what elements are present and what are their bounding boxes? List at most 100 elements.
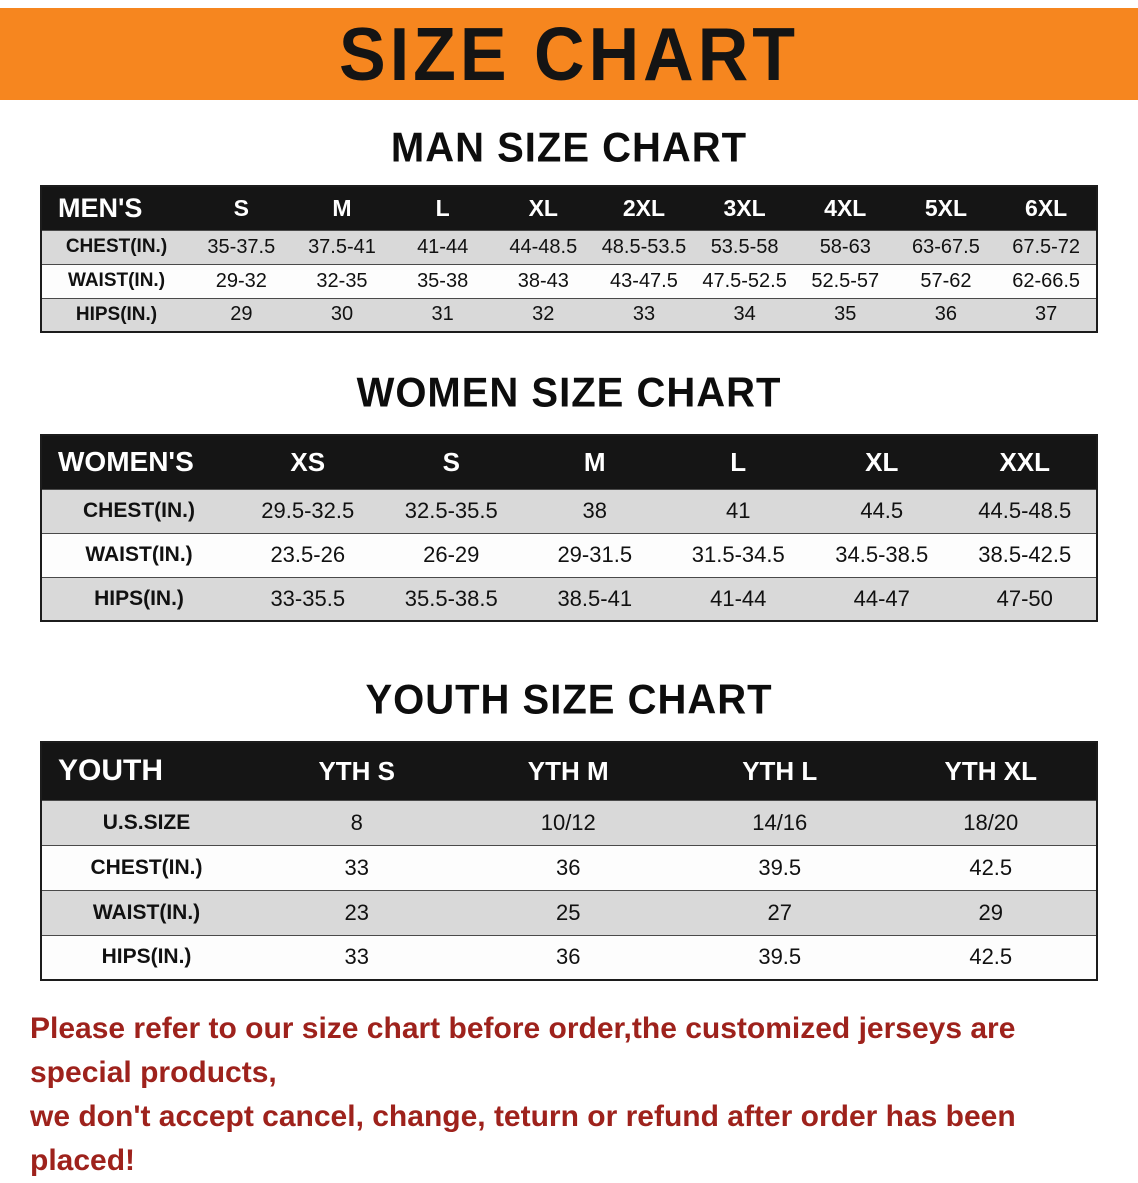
table-header-row: WOMEN'S XS S M L XL XXL <box>41 435 1097 489</box>
size-column-header: M <box>291 186 393 230</box>
size-column-header: 2XL <box>593 186 695 230</box>
size-cell: 47.5-52.5 <box>694 263 795 298</box>
size-cell: 26-29 <box>379 532 523 577</box>
size-column-header: L <box>666 435 810 489</box>
size-cell: 37.5-41 <box>291 229 393 264</box>
size-column-header: YTH XL <box>885 742 1097 800</box>
size-cell: 53.5-58 <box>694 229 795 264</box>
size-cell: 31.5-34.5 <box>666 532 810 577</box>
row-label: HIPS(IN.) <box>41 297 191 332</box>
size-column-header: XL <box>810 435 954 489</box>
size-column-header: YTH L <box>674 742 886 800</box>
size-column-header: XL <box>492 186 594 230</box>
disclaimer: Please refer to our size chart before or… <box>0 1007 1138 1183</box>
size-column-header: S <box>191 186 292 230</box>
table-row: CHEST(IN.) 29.5-32.5 32.5-35.5 38 41 44.5 44.5… <box>41 488 1097 533</box>
size-column-header: YTH M <box>462 742 674 800</box>
row-label: WAIST(IN.) <box>41 263 191 298</box>
youth-section-heading: YOUTH SIZE CHART <box>365 676 773 724</box>
size-cell: 29-31.5 <box>523 532 667 577</box>
size-cell: 38-43 <box>492 263 594 298</box>
size-cell: 42.5 <box>885 934 1097 980</box>
table-row: WAIST(IN.) 23 25 27 29 <box>41 889 1097 935</box>
table-corner-label: WOMEN'S <box>41 435 236 489</box>
table-corner-label: YOUTH <box>41 742 251 800</box>
size-cell: 44-47 <box>810 576 954 621</box>
women-section-heading: WOMEN SIZE CHART <box>356 369 782 417</box>
size-cell: 57-62 <box>895 263 997 298</box>
size-cell: 38.5-42.5 <box>953 532 1097 577</box>
size-cell: 32.5-35.5 <box>379 488 523 533</box>
table-row: WAIST(IN.) 29-32 32-35 35-38 38-43 43-47.5 47.… <box>41 263 1097 298</box>
size-column-header: XS <box>236 435 380 489</box>
size-cell: 34.5-38.5 <box>810 532 954 577</box>
size-column-header: L <box>392 186 493 230</box>
table-row: CHEST(IN.) 33 36 39.5 42.5 <box>41 844 1097 890</box>
size-cell: 41 <box>666 488 810 533</box>
size-cell: 36 <box>895 297 997 332</box>
men-section-heading: MAN SIZE CHART <box>390 124 748 172</box>
row-label: WAIST(IN.) <box>41 532 236 577</box>
size-cell: 39.5 <box>674 934 886 980</box>
size-column-header: 5XL <box>895 186 997 230</box>
size-cell: 37 <box>996 297 1097 332</box>
size-cell: 67.5-72 <box>996 229 1097 264</box>
size-cell: 38.5-41 <box>523 576 667 621</box>
size-cell: 48.5-53.5 <box>593 229 695 264</box>
table-row: HIPS(IN.) 29 30 31 32 33 34 35 36 37 <box>41 297 1097 332</box>
size-cell: 18/20 <box>885 799 1097 845</box>
table-row: CHEST(IN.) 35-37.5 37.5-41 41-44 44-48.5 48.5… <box>41 229 1097 264</box>
size-cell: 33 <box>593 297 695 332</box>
size-cell: 35.5-38.5 <box>379 576 523 621</box>
table-row: WAIST(IN.) 23.5-26 26-29 29-31.5 31.5-34.5 34… <box>41 532 1097 577</box>
size-cell: 35 <box>794 297 896 332</box>
banner-title: SIZE CHART <box>339 11 799 97</box>
youth-size-table: YOUTH YTH S YTH M YTH L YTH XL U.S.SIZE 8 10/12… <box>40 741 1098 981</box>
men-section: MAN SIZE CHART MEN'S S M L XL 2XL 3XL 4XL 5XL 6XL… <box>0 124 1138 333</box>
table-corner-label: MEN'S <box>41 186 191 230</box>
size-cell: 30 <box>291 297 393 332</box>
size-cell: 33 <box>251 844 463 890</box>
table-row: HIPS(IN.) 33-35.5 35.5-38.5 38.5-41 41-44 44-… <box>41 576 1097 621</box>
size-cell: 10/12 <box>462 799 674 845</box>
size-cell: 58-63 <box>794 229 896 264</box>
row-label: HIPS(IN.) <box>41 934 251 980</box>
size-cell: 23.5-26 <box>236 532 380 577</box>
row-label: CHEST(IN.) <box>41 229 191 264</box>
size-cell: 44-48.5 <box>492 229 594 264</box>
table-row: HIPS(IN.) 33 36 39.5 42.5 <box>41 934 1097 980</box>
size-cell: 38 <box>523 488 667 533</box>
men-size-table: MEN'S S M L XL 2XL 3XL 4XL 5XL 6XL CHEST(IN.) 35-37… <box>40 185 1098 333</box>
table-header-row: YOUTH YTH S YTH M YTH L YTH XL <box>41 742 1097 800</box>
size-cell: 36 <box>462 934 674 980</box>
size-cell: 41-44 <box>666 576 810 621</box>
size-cell: 41-44 <box>392 229 493 264</box>
size-cell: 8 <box>251 799 463 845</box>
size-cell: 36 <box>462 844 674 890</box>
size-cell: 29 <box>885 889 1097 935</box>
size-cell: 43-47.5 <box>593 263 695 298</box>
row-label: CHEST(IN.) <box>41 844 251 890</box>
table-header-row: MEN'S S M L XL 2XL 3XL 4XL 5XL 6XL <box>41 186 1097 230</box>
youth-section: YOUTH SIZE CHART YOUTH YTH S YTH M YTH L YTH… <box>0 676 1138 981</box>
size-cell: 52.5-57 <box>794 263 896 298</box>
women-size-table: WOMEN'S XS S M L XL XXL CHEST(IN.) 29.5-32.5 32.5… <box>40 434 1098 622</box>
size-cell: 47-50 <box>953 576 1097 621</box>
size-column-header: 6XL <box>996 186 1097 230</box>
size-column-header: YTH S <box>251 742 463 800</box>
size-cell: 39.5 <box>674 844 886 890</box>
size-cell: 44.5-48.5 <box>953 488 1097 533</box>
size-cell: 62-66.5 <box>996 263 1097 298</box>
size-chart-banner: SIZE CHART <box>0 8 1138 100</box>
row-label: U.S.SIZE <box>41 799 251 845</box>
size-cell: 34 <box>694 297 795 332</box>
size-column-header: 3XL <box>694 186 795 230</box>
size-cell: 32-35 <box>291 263 393 298</box>
size-cell: 32 <box>492 297 594 332</box>
size-cell: 23 <box>251 889 463 935</box>
size-cell: 29-32 <box>191 263 292 298</box>
disclaimer-line-2: we don't accept cancel, change, teturn o… <box>30 1100 1016 1177</box>
size-cell: 35-38 <box>392 263 493 298</box>
disclaimer-line-1: Please refer to our size chart before or… <box>30 1012 1016 1089</box>
table-row: U.S.SIZE 8 10/12 14/16 18/20 <box>41 799 1097 845</box>
